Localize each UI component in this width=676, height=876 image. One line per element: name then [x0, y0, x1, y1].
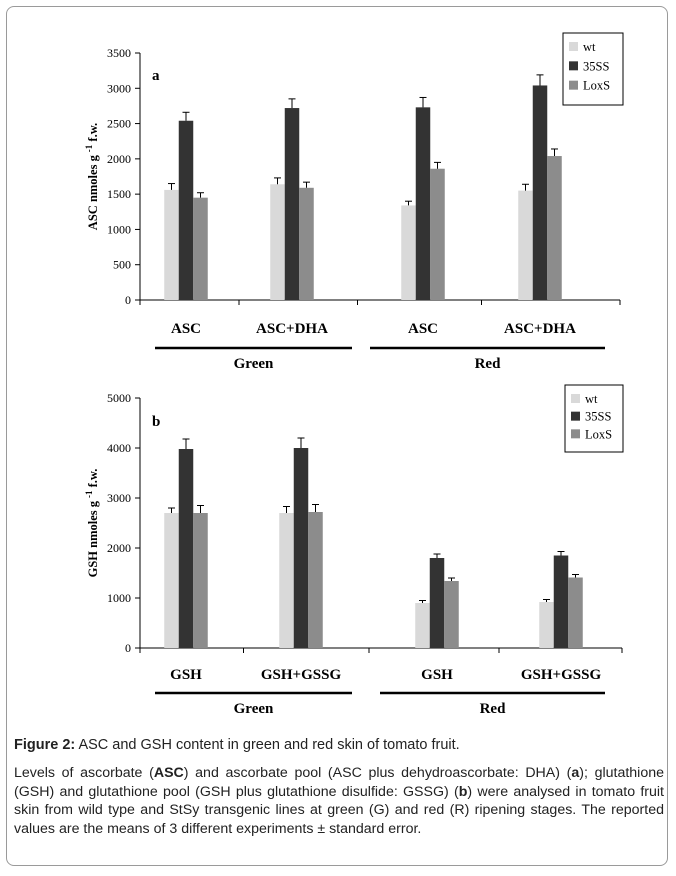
bar-wt-2 [401, 205, 416, 300]
legend-swatch-35SS [571, 411, 580, 421]
y-tick-label: 500 [113, 258, 131, 272]
y-axis-label-sup: -1 [84, 490, 94, 498]
y-tick-label: 2500 [107, 117, 131, 131]
y-axis-label-tail: f.w. [86, 123, 100, 145]
caption-text: ); glutathione (GSH) and glutathione poo… [14, 765, 665, 800]
panel-label: b [152, 414, 160, 430]
bar-wt-1 [279, 513, 294, 648]
legend-label: wt [583, 40, 596, 54]
legend-label: 35SS [583, 59, 609, 73]
bar-35SS-1 [293, 448, 309, 648]
legend-swatch-wt [571, 394, 580, 403]
group-label: Green [234, 356, 274, 372]
y-axis-label: GSH nmoles g -1 f.w. [84, 469, 100, 578]
bar-wt-1 [270, 184, 285, 300]
y-tick-label: 2000 [107, 541, 131, 555]
caption-body: Levels of ascorbate (ASC) and ascorbate … [14, 764, 664, 838]
caption-title: Figure 2: ASC and GSH content in green a… [14, 736, 664, 754]
legend: wt 35SS LoxS [562, 32, 624, 106]
legend-label: LoxS [583, 79, 610, 93]
category-label: ASC+DHA [504, 321, 576, 337]
y-tick-label: 0 [125, 641, 131, 655]
legend-label: wt [585, 392, 598, 406]
y-tick-label: 1000 [107, 591, 131, 605]
legend-swatch-LoxS [569, 80, 578, 90]
bar-LoxS-2 [444, 581, 459, 648]
y-tick-label: 5000 [107, 391, 131, 405]
y-tick-label: 4000 [107, 441, 131, 455]
bar-wt-3 [539, 602, 554, 648]
caption-text: ) and ascorbate pool (ASC plus dehydroas… [183, 765, 572, 781]
y-axis-label: ASC nmoles g -1 f.w. [84, 123, 100, 230]
bar-35SS-0 [178, 449, 194, 648]
bar-LoxS-3 [568, 577, 583, 648]
panel-label: a [152, 68, 160, 84]
legend-swatch-wt [569, 42, 578, 51]
group-label: Red [475, 356, 501, 372]
bar-wt-2 [415, 603, 430, 648]
chart-panel-a: 0 500 1000 1500 2000 2500 3000 3500 ASC ASC+DHA AS… [84, 32, 624, 372]
y-axis-label-tail: f.w. [86, 469, 100, 491]
y-tick-label: 3500 [107, 46, 131, 60]
category-label: ASC [408, 321, 438, 337]
caption-text: Levels of ascorbate ( [14, 765, 154, 781]
group-label: Red [480, 701, 506, 717]
figure-caption: Figure 2: ASC and GSH content in green a… [14, 736, 664, 838]
y-axis-label-main: GSH nmoles g [86, 500, 100, 577]
y-tick-label: 1500 [107, 187, 131, 201]
legend-label: 35SS [585, 410, 611, 424]
bar-LoxS-0 [193, 513, 208, 648]
y-tick-label: 3000 [107, 491, 131, 505]
category-label: ASC+DHA [256, 321, 328, 337]
bar-LoxS-1 [308, 512, 323, 648]
bar-35SS-3 [553, 555, 569, 648]
caption-bold-term: a [571, 765, 580, 781]
legend: wt 35SS LoxS [564, 384, 624, 453]
category-label: GSH+GSSG [521, 667, 602, 683]
category-label: GSH [170, 667, 202, 683]
bar-LoxS-3 [547, 156, 562, 300]
bar-35SS-0 [178, 120, 194, 301]
category-label: GSH [421, 667, 453, 683]
category-label: ASC [171, 321, 201, 337]
bar-LoxS-2 [430, 168, 445, 300]
y-axis-label-sup: -1 [84, 144, 94, 152]
caption-bold-term: ASC [153, 765, 184, 781]
y-tick-label: 2000 [107, 152, 131, 166]
caption-label: Figure 2: [14, 737, 76, 753]
legend-swatch-LoxS [571, 429, 580, 439]
chart-panel-b: 0 1000 2000 3000 4000 5000 GSH GSH+GSSG GSH GSH+G… [84, 384, 624, 717]
y-axis-label-main: ASC nmoles g [86, 154, 100, 230]
group-label: Green [234, 701, 274, 717]
bar-wt-3 [518, 190, 533, 300]
bar-wt-0 [164, 513, 179, 648]
y-tick-label: 1000 [107, 222, 131, 236]
bar-35SS-1 [284, 108, 300, 300]
bar-35SS-3 [532, 85, 548, 300]
bar-LoxS-0 [193, 197, 208, 300]
caption-title-text: ASC and GSH content in green and red ski… [75, 737, 460, 753]
category-label: GSH+GSSG [261, 667, 342, 683]
caption-bold-term: b [458, 783, 468, 800]
legend-swatch-35SS [569, 61, 578, 71]
caption-text: ) were analysed in tomato fruit skin fro… [14, 783, 664, 837]
bar-35SS-2 [415, 107, 431, 300]
y-tick-label: 0 [125, 293, 131, 307]
y-tick-label: 3000 [107, 81, 131, 95]
bar-LoxS-1 [299, 187, 314, 300]
charts-canvas: 0 500 1000 1500 2000 2500 3000 3500 ASC ASC+DHA AS… [84, 32, 624, 717]
legend-label: LoxS [585, 427, 612, 441]
bar-wt-0 [164, 189, 179, 300]
bar-35SS-2 [429, 558, 445, 648]
